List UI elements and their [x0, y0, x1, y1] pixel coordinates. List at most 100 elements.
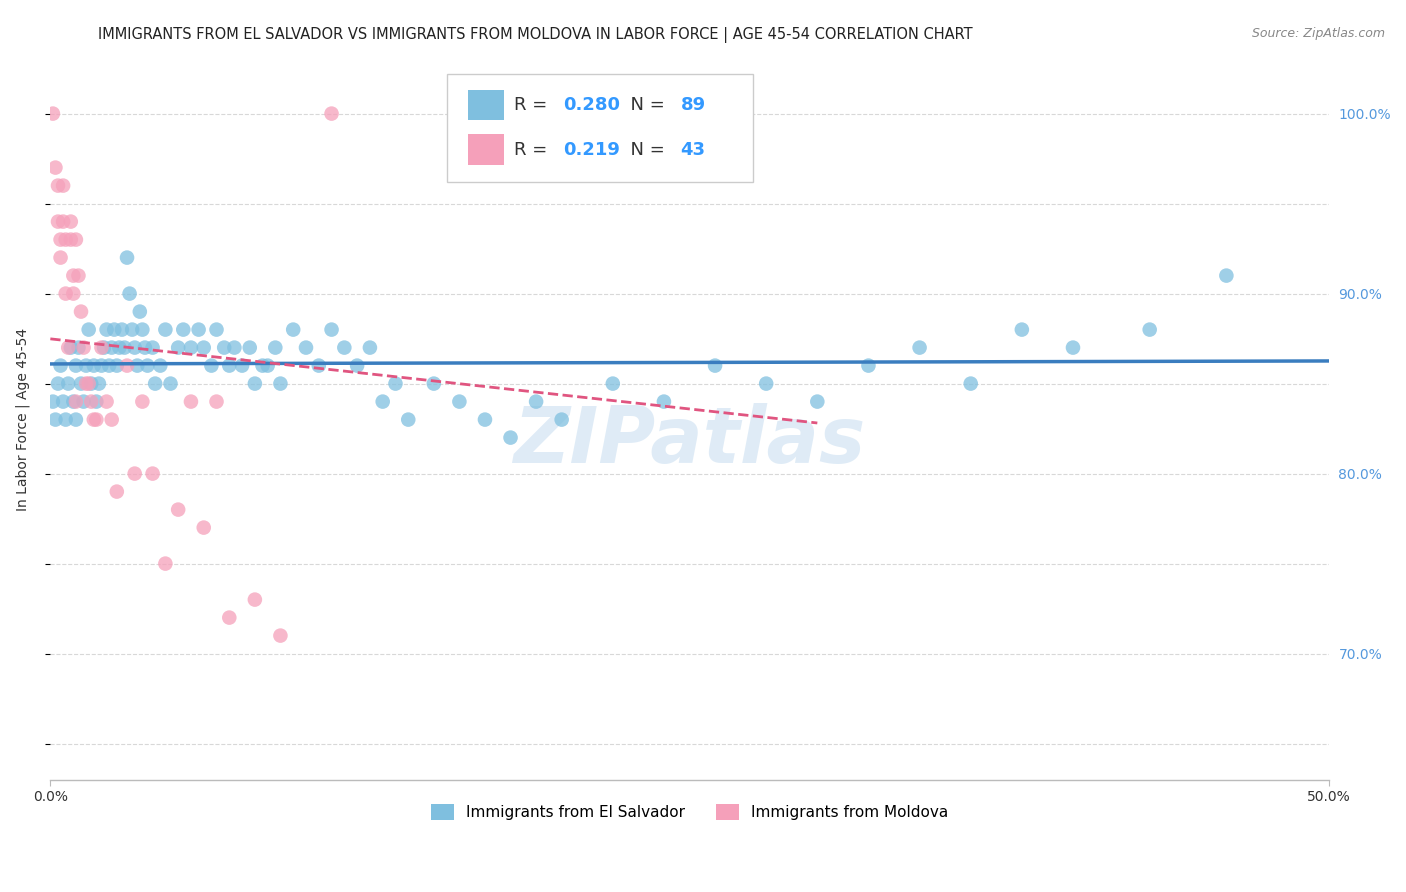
Text: R =: R = — [515, 141, 554, 159]
Point — [239, 341, 262, 355]
Point — [212, 341, 235, 355]
Point — [62, 394, 84, 409]
Point — [121, 323, 143, 337]
Point — [180, 341, 202, 355]
Point — [100, 341, 122, 355]
Point — [172, 323, 194, 337]
Point — [90, 341, 112, 355]
Point — [308, 359, 330, 373]
Text: IMMIGRANTS FROM EL SALVADOR VS IMMIGRANTS FROM MOLDOVA IN LABOR FORCE | AGE 45-5: IMMIGRANTS FROM EL SALVADOR VS IMMIGRANT… — [98, 27, 973, 43]
Point — [1011, 323, 1033, 337]
Point — [96, 394, 118, 409]
Point — [67, 268, 90, 283]
Point — [1215, 268, 1237, 283]
Point — [103, 323, 125, 337]
Point — [858, 359, 880, 373]
Point — [44, 412, 66, 426]
Point — [42, 106, 65, 120]
Point — [72, 394, 94, 409]
Point — [550, 412, 572, 426]
Point — [80, 376, 103, 391]
Point — [108, 341, 131, 355]
Text: Source: ZipAtlas.com: Source: ZipAtlas.com — [1251, 27, 1385, 40]
Point — [256, 359, 278, 373]
FancyBboxPatch shape — [468, 90, 505, 120]
Point — [155, 323, 177, 337]
Point — [62, 286, 84, 301]
Point — [136, 359, 159, 373]
Point — [187, 323, 209, 337]
Point — [205, 323, 228, 337]
Point — [58, 341, 80, 355]
Point — [118, 286, 141, 301]
Text: 0.280: 0.280 — [562, 96, 620, 114]
Point — [384, 376, 406, 391]
Point — [243, 592, 266, 607]
Point — [65, 394, 87, 409]
Point — [115, 359, 138, 373]
Point — [193, 341, 215, 355]
Point — [155, 557, 177, 571]
Point — [423, 376, 446, 391]
Point — [124, 341, 146, 355]
Point — [44, 161, 66, 175]
Point — [142, 341, 165, 355]
Text: R =: R = — [515, 96, 554, 114]
Point — [59, 214, 82, 228]
Point — [321, 323, 343, 337]
Point — [70, 376, 93, 391]
Point — [333, 341, 356, 355]
Point — [205, 394, 228, 409]
Point — [83, 412, 105, 426]
Point — [65, 233, 87, 247]
Point — [80, 394, 103, 409]
Point — [652, 394, 675, 409]
Text: 0.219: 0.219 — [562, 141, 620, 159]
Point — [49, 359, 72, 373]
Point — [77, 376, 100, 391]
Point — [98, 359, 121, 373]
Point — [114, 341, 136, 355]
Point — [200, 359, 222, 373]
Point — [167, 502, 190, 516]
Point — [105, 484, 128, 499]
Point — [86, 412, 108, 426]
Point — [231, 359, 253, 373]
Text: N =: N = — [619, 96, 671, 114]
Point — [269, 376, 291, 391]
Text: 89: 89 — [681, 96, 706, 114]
Point — [87, 376, 110, 391]
Point — [295, 341, 318, 355]
Point — [243, 376, 266, 391]
Point — [283, 323, 305, 337]
Point — [55, 412, 77, 426]
Point — [52, 178, 75, 193]
Point — [67, 341, 90, 355]
Point — [321, 106, 343, 120]
Y-axis label: In Labor Force | Age 45-54: In Labor Force | Age 45-54 — [15, 328, 30, 511]
Legend: Immigrants from El Salvador, Immigrants from Moldova: Immigrants from El Salvador, Immigrants … — [425, 797, 955, 826]
Point — [90, 359, 112, 373]
Text: N =: N = — [619, 141, 671, 159]
Point — [58, 376, 80, 391]
Point — [70, 304, 93, 318]
FancyBboxPatch shape — [447, 74, 754, 182]
Point — [105, 359, 128, 373]
Point — [55, 286, 77, 301]
Point — [83, 359, 105, 373]
Point — [264, 341, 287, 355]
Point — [252, 359, 274, 373]
Point — [524, 394, 547, 409]
Point — [180, 394, 202, 409]
Point — [167, 341, 190, 355]
Point — [46, 376, 69, 391]
Point — [59, 233, 82, 247]
Point — [1062, 341, 1084, 355]
Point — [142, 467, 165, 481]
Point — [908, 341, 931, 355]
Point — [49, 251, 72, 265]
Point — [55, 233, 77, 247]
Point — [115, 251, 138, 265]
Point — [127, 359, 149, 373]
Point — [75, 376, 97, 391]
